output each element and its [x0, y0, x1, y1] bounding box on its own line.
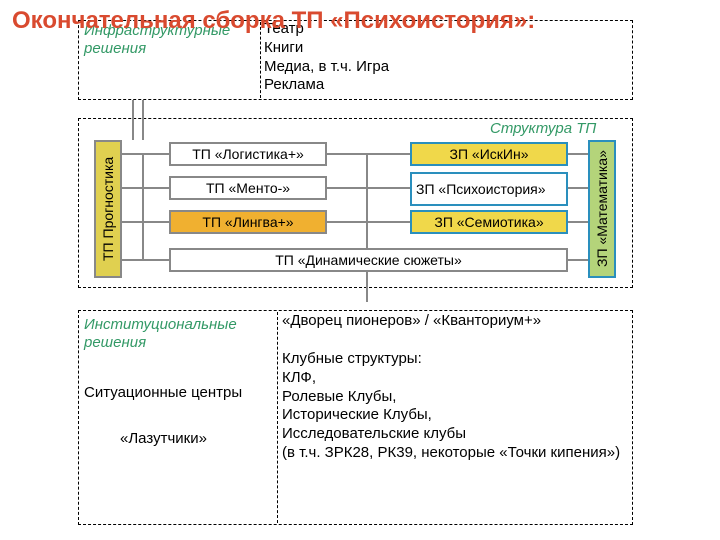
- node-tp-dyn: ТП «Динамические сюжеты»: [169, 248, 568, 272]
- struct-diagram: ТП Прогностика ЗП «Математика» ТП «Логис…: [78, 118, 633, 288]
- inst-label: Институциональные решения: [84, 316, 254, 352]
- node-tp-mento: ТП «Менто-»: [169, 176, 327, 200]
- inst-right-list: Клубные структуры: КЛФ, Ролевые Клубы, И…: [282, 350, 622, 463]
- inst-separator: [277, 312, 278, 523]
- slide-title: Окончательная сборка ТП «Психоистория»:: [12, 8, 535, 34]
- infra-item: Книги: [264, 39, 444, 58]
- node-zp-sem: ЗП «Семиотика»: [410, 210, 568, 234]
- node-zp-psych: ЗП «Психоистория»: [410, 172, 568, 206]
- infra-item: Реклама: [264, 76, 444, 95]
- inst-left-2: «Лазутчики»: [120, 430, 207, 449]
- node-zp-iskin: ЗП «ИскИн»: [410, 142, 568, 166]
- node-tp-logistika: ТП «Логистика+»: [169, 142, 327, 166]
- inst-left-1: Ситуационные центры: [84, 384, 254, 403]
- node-tp-lingva: ТП «Лингва+»: [169, 210, 327, 234]
- infra-item: Медиа, в т.ч. Игра: [264, 58, 444, 77]
- tp-prognostika-bar: ТП Прогностика: [94, 140, 122, 278]
- zp-matematika-bar: ЗП «Математика»: [588, 140, 616, 278]
- inst-right-top: «Дворец пионеров» / «Кванториум+»: [282, 312, 612, 331]
